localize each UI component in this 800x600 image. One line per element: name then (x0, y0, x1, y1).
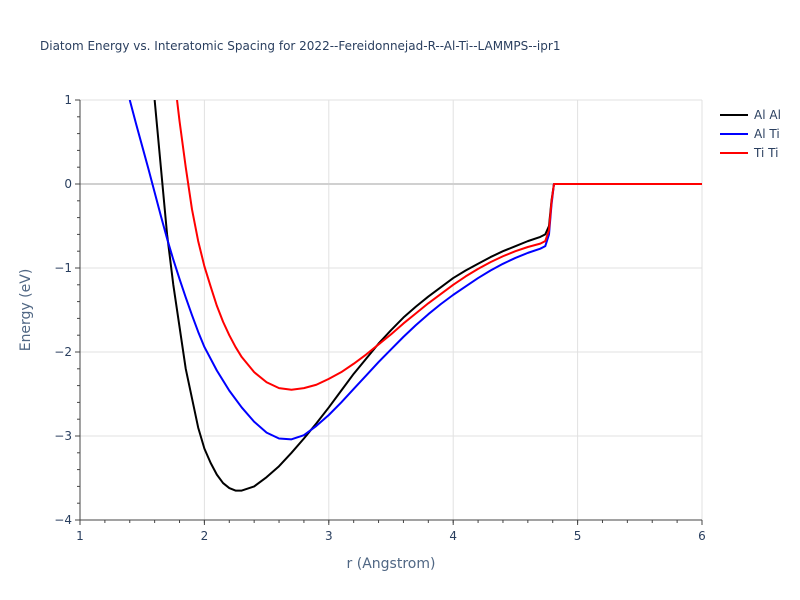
x-tick-label: 3 (325, 529, 333, 543)
axes (75, 99, 703, 525)
y-tick-label: 0 (64, 177, 72, 191)
x-tick-label: 6 (698, 529, 706, 543)
legend[interactable]: Al Al Al Ti Ti Ti (720, 108, 781, 160)
x-tick-label: 2 (201, 529, 209, 543)
x-tick-label: 5 (574, 529, 582, 543)
legend-item-ti-ti[interactable]: Ti Ti (720, 146, 778, 160)
legend-item-al-al[interactable]: Al Al (720, 108, 781, 122)
series-line-al-al (153, 100, 702, 492)
legend-label: Al Al (754, 108, 781, 122)
chart-title: Diatom Energy vs. Interatomic Spacing fo… (40, 39, 560, 53)
y-tick-label: −4 (54, 513, 72, 527)
y-axis-title: Energy (eV) (18, 269, 34, 352)
x-tick-label: 1 (76, 529, 84, 543)
x-axis-title: r (Angstrom) (347, 556, 436, 572)
y-tick-label: 1 (64, 93, 72, 107)
legend-label: Al Ti (754, 127, 780, 141)
legend-item-al-ti[interactable]: Al Ti (720, 127, 780, 141)
series-line-al-ti (128, 100, 702, 441)
series-group (128, 100, 702, 492)
y-tick-label: −3 (54, 429, 72, 443)
legend-label: Ti Ti (753, 146, 778, 160)
x-tick-label: 4 (449, 529, 457, 543)
series-line-ti-ti (176, 100, 702, 391)
y-tick-label: −2 (54, 345, 72, 359)
tick-labels: 1 2 3 4 5 6 1 0 −1 −2 −3 −4 (54, 93, 706, 543)
y-tick-label: −1 (54, 261, 72, 275)
